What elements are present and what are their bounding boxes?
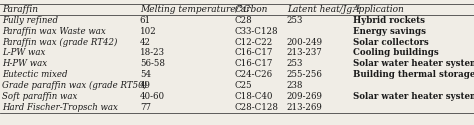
Text: 253: 253 xyxy=(287,16,303,25)
Text: C24-C26: C24-C26 xyxy=(235,70,273,79)
Text: C28: C28 xyxy=(235,16,252,25)
Text: Fully refined: Fully refined xyxy=(2,16,58,25)
Text: Grade paraffin wax (grade RT50): Grade paraffin wax (grade RT50) xyxy=(2,81,147,90)
Text: 40-60: 40-60 xyxy=(140,92,165,101)
Text: Solar water heater system: Solar water heater system xyxy=(353,59,474,68)
Text: Hard Fischer-Tropsch wax: Hard Fischer-Tropsch wax xyxy=(2,103,118,112)
Text: Solar water heater systems: Solar water heater systems xyxy=(353,92,474,101)
Text: 18-23: 18-23 xyxy=(140,48,165,58)
Text: C16-C17: C16-C17 xyxy=(235,48,273,58)
Text: C28-C128: C28-C128 xyxy=(235,103,279,112)
Text: Energy savings: Energy savings xyxy=(353,27,426,36)
Text: 56-58: 56-58 xyxy=(140,59,165,68)
Text: 61: 61 xyxy=(140,16,151,25)
Text: H-PW wax: H-PW wax xyxy=(2,59,47,68)
Text: C33-C128: C33-C128 xyxy=(235,27,278,36)
Text: 42: 42 xyxy=(140,38,151,46)
Text: Soft paraffin wax: Soft paraffin wax xyxy=(2,92,78,101)
Text: 200-249: 200-249 xyxy=(287,38,323,46)
Text: Paraffin wax (grade RT42): Paraffin wax (grade RT42) xyxy=(2,38,118,47)
Text: 77: 77 xyxy=(140,103,151,112)
Text: C16-C17: C16-C17 xyxy=(235,59,273,68)
Text: Melting temperature/°C: Melting temperature/°C xyxy=(140,5,250,14)
Text: Paraffin wax Waste wax: Paraffin wax Waste wax xyxy=(2,27,106,36)
Text: L-PW wax: L-PW wax xyxy=(2,48,46,58)
Text: 54: 54 xyxy=(140,70,151,79)
Text: 49: 49 xyxy=(140,81,151,90)
Text: 253: 253 xyxy=(287,59,303,68)
Text: 238: 238 xyxy=(287,81,303,90)
Text: 102: 102 xyxy=(140,27,156,36)
Text: Paraffin: Paraffin xyxy=(2,5,38,14)
Text: 213-269: 213-269 xyxy=(287,103,323,112)
Text: Solar collectors: Solar collectors xyxy=(353,38,429,46)
Text: Application: Application xyxy=(353,5,405,14)
Text: Eutectic mixed: Eutectic mixed xyxy=(2,70,68,79)
Text: Building thermal storage materials: Building thermal storage materials xyxy=(353,70,474,79)
Text: C18-C40: C18-C40 xyxy=(235,92,273,101)
Text: C25: C25 xyxy=(235,81,252,90)
Text: 255-256: 255-256 xyxy=(287,70,323,79)
Text: Hybrid rockets: Hybrid rockets xyxy=(353,16,425,25)
Text: C12-C22: C12-C22 xyxy=(235,38,273,46)
Text: 213-237: 213-237 xyxy=(287,48,322,58)
Text: Latent heat/Jg⁻¹: Latent heat/Jg⁻¹ xyxy=(287,5,360,14)
Text: Cooling buildings: Cooling buildings xyxy=(353,48,439,58)
Text: 209-269: 209-269 xyxy=(287,92,323,101)
Text: Carbon: Carbon xyxy=(235,5,268,14)
